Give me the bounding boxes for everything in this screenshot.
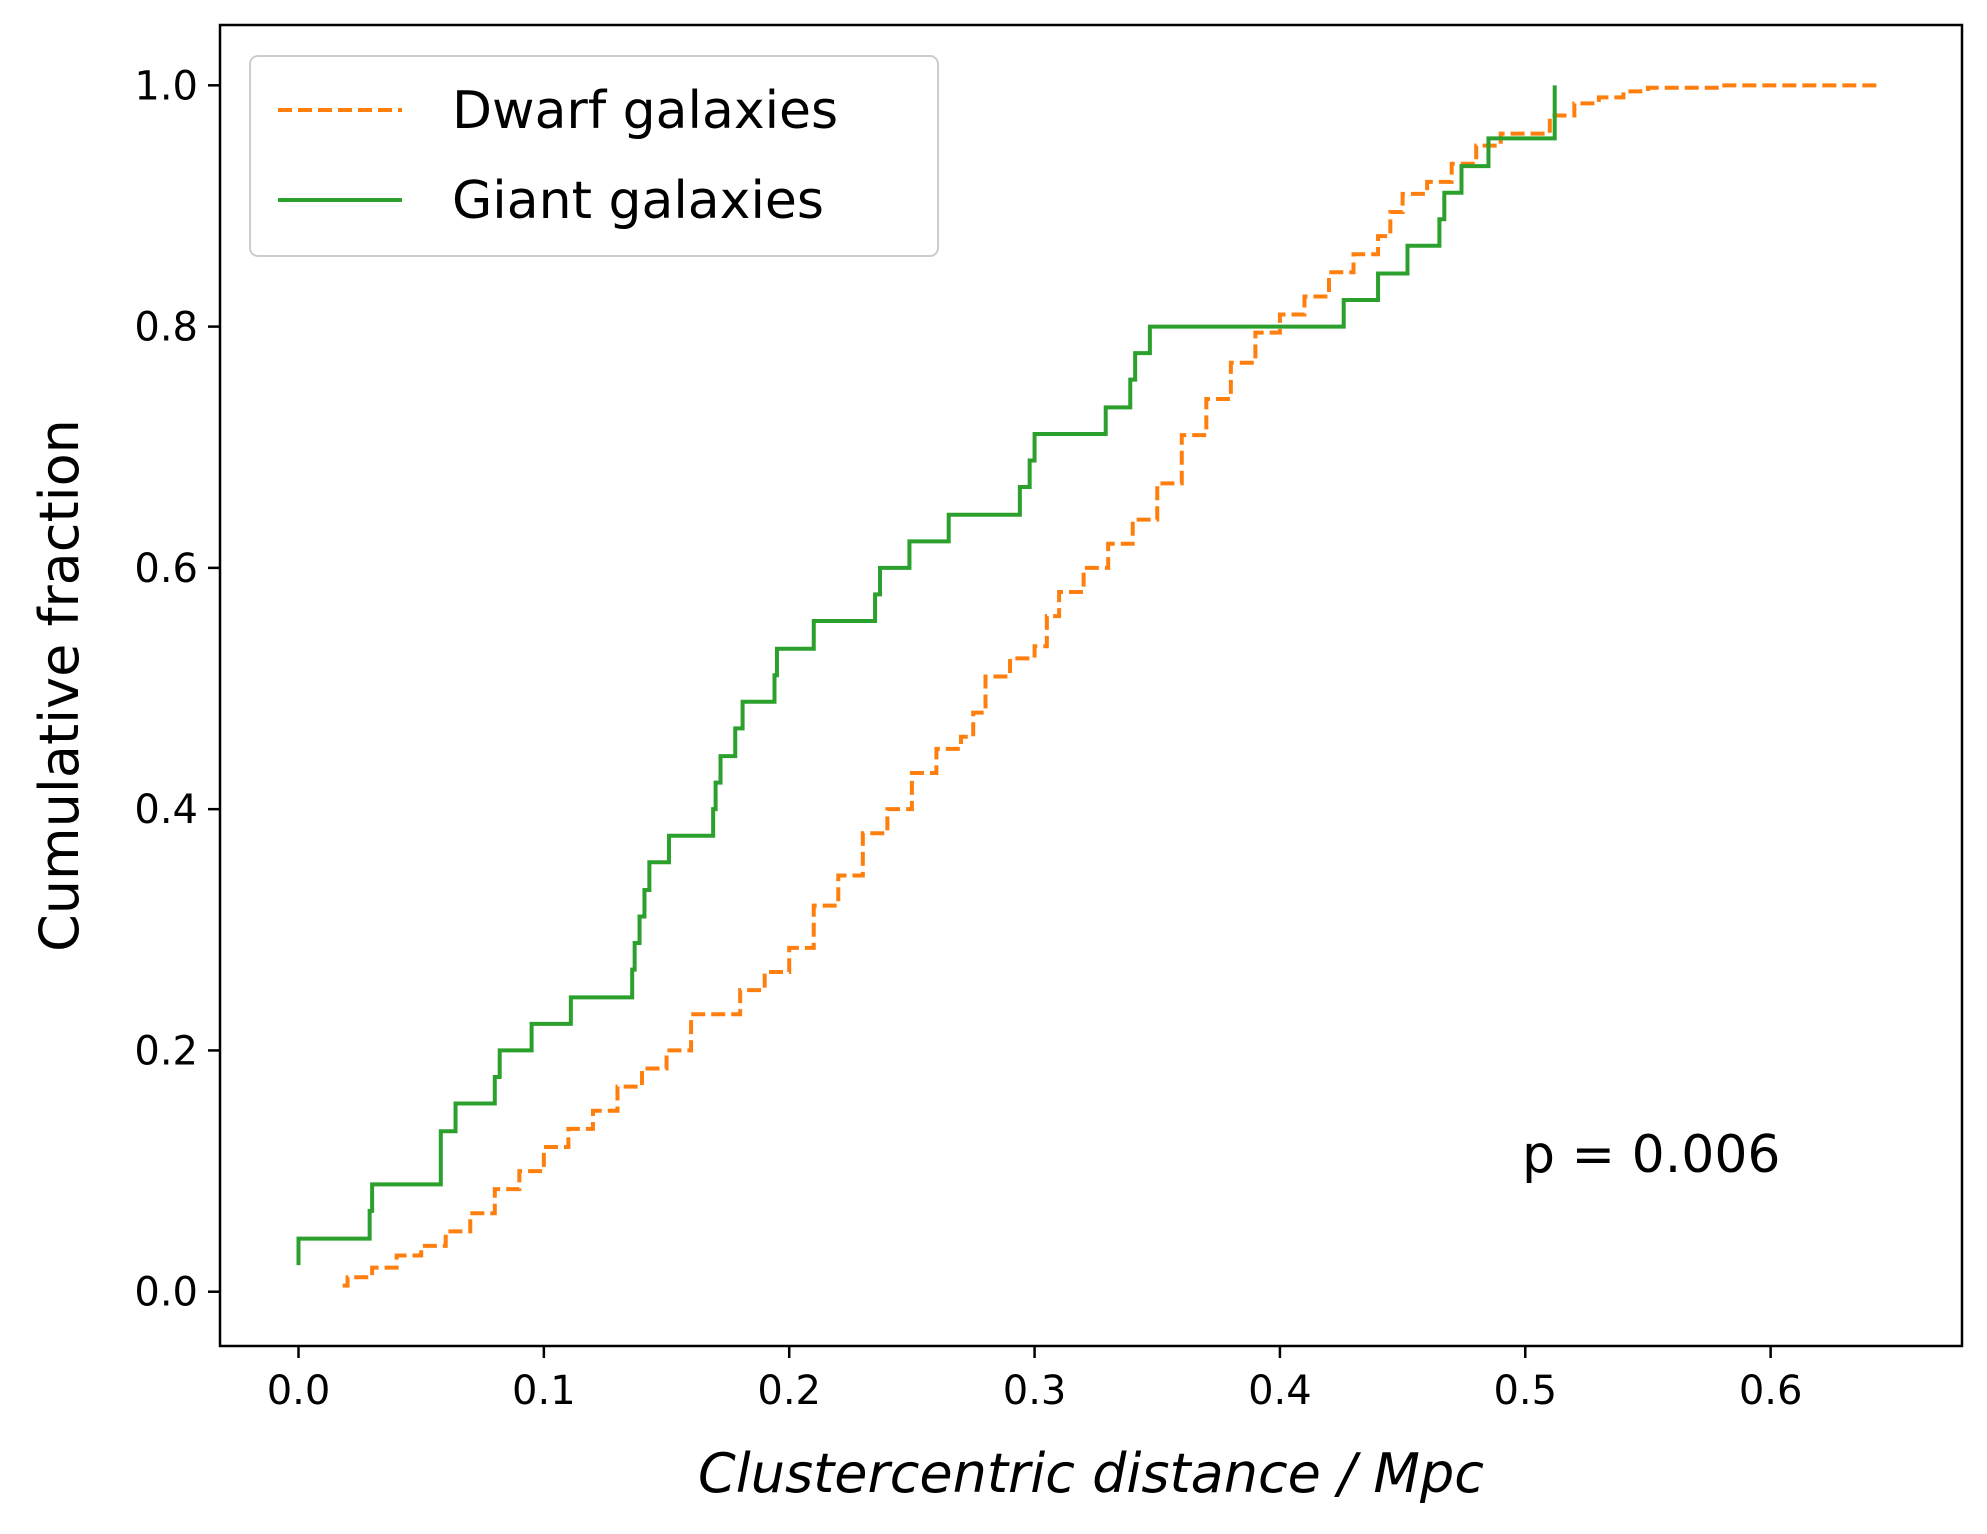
x-tick-label: 0.6 xyxy=(1739,1368,1803,1414)
y-axis: 0.0 0.2 0.4 0.6 0.8 1.0 xyxy=(134,63,220,1316)
legend: Dwarf galaxies Giant galaxies xyxy=(249,55,939,257)
x-tick-label: 0.4 xyxy=(1248,1368,1312,1414)
series-line-dwarf-galaxies xyxy=(342,83,1882,1288)
y-axis-label: Cumulative fraction xyxy=(28,419,91,952)
y-tick-label: 0.6 xyxy=(134,546,198,592)
legend-label-giant: Giant galaxies xyxy=(452,171,824,231)
x-tick-label: 0.0 xyxy=(267,1368,331,1414)
series-layer xyxy=(296,83,1882,1288)
y-tick-label: 0.8 xyxy=(134,305,198,351)
x-tick-label: 0.3 xyxy=(1003,1368,1067,1414)
y-tick-label: 1.0 xyxy=(134,63,198,109)
p-value-annotation: p = 0.006 xyxy=(1522,1125,1781,1185)
y-tick-label: 0.4 xyxy=(134,787,198,833)
y-tick-label: 0.2 xyxy=(134,1028,198,1074)
x-axis: 0.0 0.1 0.2 0.3 0.4 0.5 0.6 xyxy=(267,1346,1803,1414)
x-tick-label: 0.1 xyxy=(512,1368,576,1414)
series-line-giant-galaxies xyxy=(296,85,1557,1266)
x-axis-label: Clustercentric distance / Mpc xyxy=(698,1442,1484,1505)
legend-box xyxy=(249,55,939,257)
plot-frame xyxy=(218,23,1964,1348)
y-tick-label: 0.0 xyxy=(134,1270,198,1316)
legend-label-dwarf: Dwarf galaxies xyxy=(452,81,838,141)
x-tick-label: 0.5 xyxy=(1493,1368,1557,1414)
x-tick-label: 0.2 xyxy=(757,1368,821,1414)
